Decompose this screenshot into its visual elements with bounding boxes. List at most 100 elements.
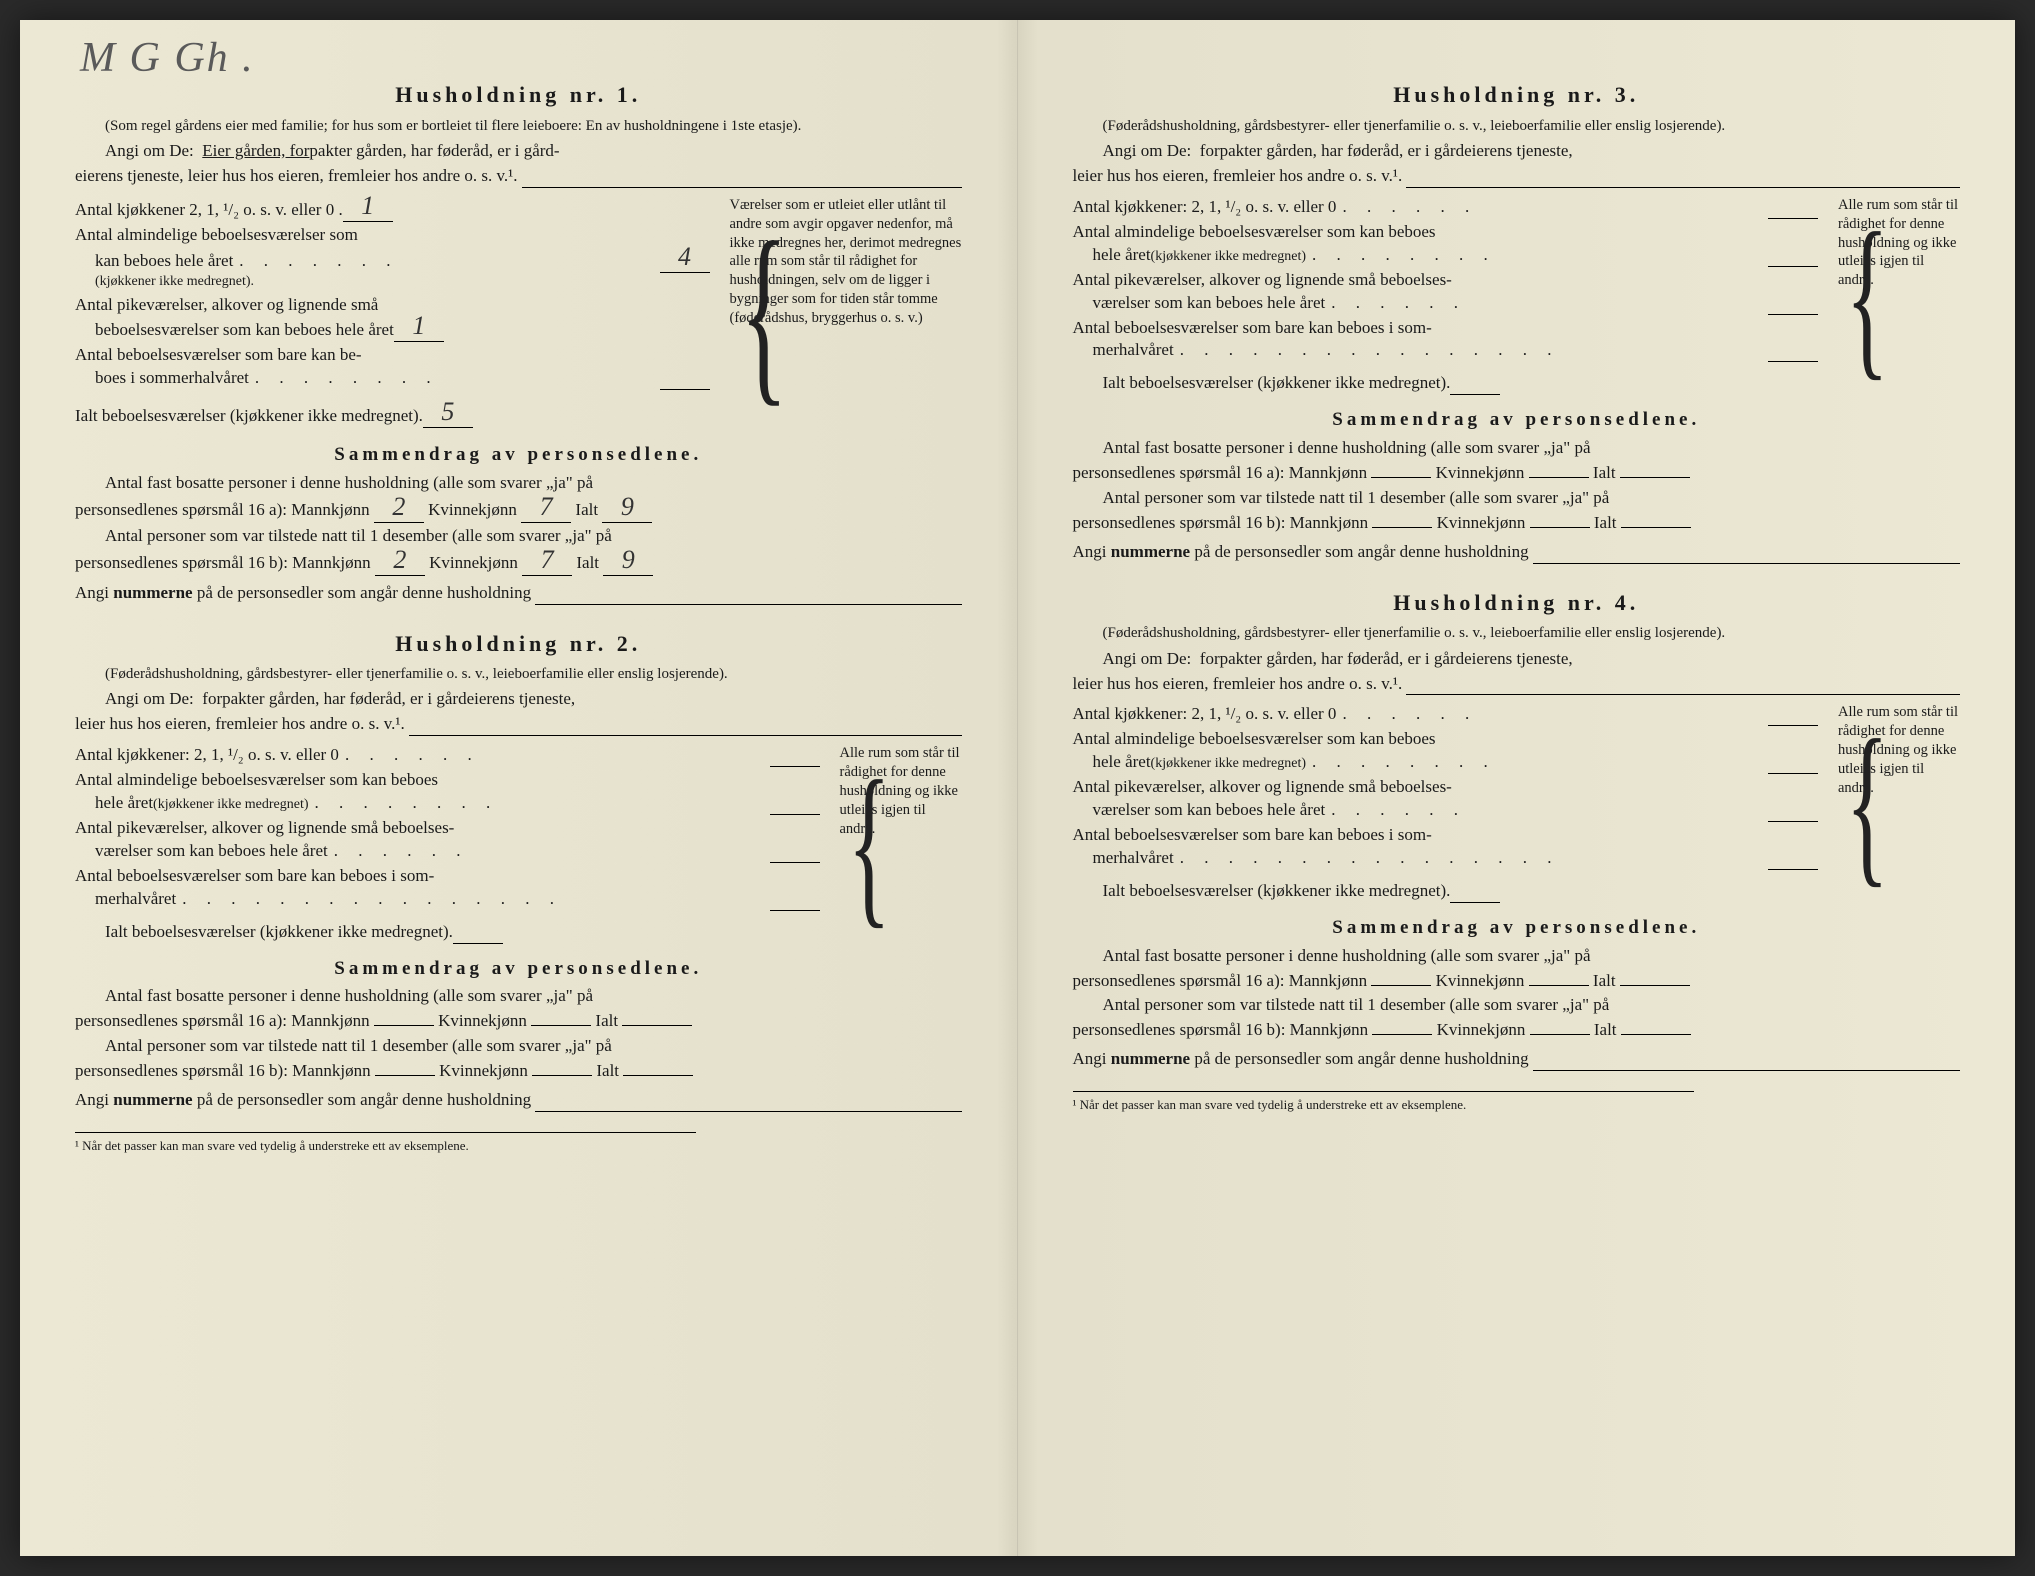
household-2-form: Antal kjøkkener: 2, 1, ¹/₂ o. s. v. elle… [75,744,962,944]
household-3-title: Husholdning nr. 3. [1073,80,1961,110]
pike-label-2d: værelser som kan beboes hele året [1093,799,1326,822]
household-1-angi-cont: eierens tjeneste, leier hus hos eieren, … [75,165,962,188]
kjokken-value-2 [770,766,820,767]
alm-value-2 [770,814,820,815]
alm-label-1d: Antal almindelige beboelsesværelser som … [1073,728,1819,751]
brace-icon [1824,703,1838,903]
s1-text: Antal fast bosatte personer i denne hush… [75,472,962,495]
alm-label-1: Antal almindelige beboelsesværelser som [75,224,710,247]
nummer-row-3: Angi nummerne på de personsedler som ang… [1073,541,1961,564]
s2-text: Antal personer som var tilstede natt til… [75,525,962,548]
alm-label-2c: hele året [1093,244,1151,267]
alm-label-1b: Antal almindelige beboelsesværelser som … [75,769,820,792]
ialt-label-3: Ialt beboelsesværelser (kjøkkener ikke m… [1103,372,1451,395]
household-4-subtitle: (Føderådshusholdning, gårdsbestyrer- ell… [1073,623,1961,643]
alm-value-3 [1768,266,1818,267]
household-4-form: Antal kjøkkener: 2, 1, ¹/₂ o. s. v. elle… [1073,703,1961,903]
nummer-row-2: Angi nummerne på de personsedler som ang… [75,1089,962,1112]
s2-text-2: Antal personer som var tilstede natt til… [75,1035,962,1058]
household-3-subtitle: (Føderådshusholdning, gårdsbestyrer- ell… [1073,116,1961,136]
sommer-value-4 [1768,869,1818,870]
ialt-value-4 [1450,902,1500,903]
sammendrag-3-title: Sammendrag av personsedlene. [1073,407,1961,433]
alm-note: (kjøkkener ikke medregnet). [75,273,710,292]
alm-label-2b: hele året [95,792,153,815]
pike-label-1b: Antal pikeværelser, alkover og lignende … [75,817,820,840]
household-2-angi: Angi om De: forpakter gården, har føderå… [75,688,962,711]
sammendrag-4-title: Sammendrag av personsedlene. [1073,915,1961,941]
s2-cont-3: personsedlenes spørsmål 16 b): Mannkjønn… [1073,512,1961,535]
sommer-label-1d: Antal beboelsesværelser som bare kan beb… [1073,824,1819,847]
side-note-2: Alle rum som står til rådighet for denne… [832,744,962,944]
alm-value-4 [1768,773,1818,774]
alm-label-2d: hele året [1093,751,1151,774]
sommer-label-2b: merhalvåret [95,888,176,911]
kjokken-label: Antal kjøkkener 2, 1, ¹/₂ o. s. v. eller… [75,199,343,222]
pike-value-3 [1768,314,1818,315]
s2-text-3: Antal personer som var tilstede natt til… [1073,487,1961,510]
household-2-angi-cont: leier hus hos eieren, fremleier hos andr… [75,713,962,736]
sommer-value-3 [1768,361,1818,362]
household-4-angi-cont: leier hus hos eieren, fremleier hos andr… [1073,673,1961,696]
kjokken-value-3 [1768,218,1818,219]
left-page: M G Gh . Husholdning nr. 1. (Som regel g… [20,20,1018,1556]
pike-label-1: Antal pikeværelser, alkover og lignende … [75,294,710,317]
pike-label-2: beboelsesværelser som kan beboes hele år… [95,319,394,342]
brace-icon [716,196,730,430]
kjokken-label-4: Antal kjøkkener: 2, 1, ¹/₂ o. s. v. elle… [1073,703,1337,726]
ialt-value: 5 [441,402,454,423]
nummer-row: Angi nummerne på de personsedler som ang… [75,582,962,605]
brace-icon [826,744,840,944]
ialt-value-3 [1450,394,1500,395]
s2-cont: personsedlenes spørsmål 16 b): Mannkjønn… [75,550,962,576]
nummer-row-4: Angi nummerne på de personsedler som ang… [1073,1048,1961,1071]
s1-cont-3: personsedlenes spørsmål 16 a): Mannkjønn… [1073,462,1961,485]
s1-cont: personsedlenes spørsmål 16 a): Mannkjønn… [75,497,962,523]
household-2-subtitle: (Føderådshusholdning, gårdsbestyrer- ell… [75,664,962,684]
pike-label-1c: Antal pikeværelser, alkover og lignende … [1073,269,1819,292]
sommer-label-1c: Antal beboelsesværelser som bare kan beb… [1073,317,1819,340]
s2-cont-2: personsedlenes spørsmål 16 b): Mannkjønn… [75,1060,962,1083]
side-note-1: Værelser som er utleiet eller utlånt til… [722,196,962,430]
pike-value-2 [770,862,820,863]
kjokken-label-2: Antal kjøkkener: 2, 1, ¹/₂ o. s. v. elle… [75,744,339,767]
sammendrag-2-title: Sammendrag av personsedlene. [75,956,962,982]
sammendrag-1-title: Sammendrag av personsedlene. [75,442,962,468]
handwriting-margin: M G Gh . [80,30,255,87]
kjokken-value-4 [1768,725,1818,726]
s1-text-2: Antal fast bosatte personer i denne hush… [75,985,962,1008]
household-4-title: Husholdning nr. 4. [1073,588,1961,618]
pike-value: 1 [412,316,425,337]
sommer-label-2: boes i sommerhalvåret [95,367,249,390]
s2-text-4: Antal personer som var tilstede natt til… [1073,994,1961,1017]
ialt-label: Ialt beboelsesværelser (kjøkkener ikke m… [75,405,423,428]
household-3-form: Antal kjøkkener: 2, 1, ¹/₂ o. s. v. elle… [1073,196,1961,396]
household-3-angi-cont: leier hus hos eieren, fremleier hos andr… [1073,165,1961,188]
household-1-angi: Angi om De: Eier gården, forpakter gårde… [75,140,962,163]
pike-label-2c: værelser som kan beboes hele året [1093,292,1326,315]
sommer-label-1: Antal beboelsesværelser som bare kan be- [75,344,710,367]
household-1-subtitle: (Som regel gårdens eier med familie; for… [75,116,962,136]
s1-cont-2: personsedlenes spørsmål 16 a): Mannkjønn… [75,1010,962,1033]
sommer-value-2 [770,910,820,911]
pike-value-4 [1768,821,1818,822]
sommer-label-2d: merhalvåret [1093,847,1174,870]
pike-label-1d: Antal pikeværelser, alkover og lignende … [1073,776,1819,799]
ialt-label-2: Ialt beboelsesværelser (kjøkkener ikke m… [105,921,453,944]
ialt-label-4: Ialt beboelsesværelser (kjøkkener ikke m… [1103,880,1451,903]
kjokken-value: 1 [361,196,374,217]
sommer-value [660,389,710,390]
alm-value: 4 [678,247,691,268]
document-spread: M G Gh . Husholdning nr. 1. (Som regel g… [20,20,2015,1556]
brace-icon [1824,196,1838,396]
household-1-form: Antal kjøkkener 2, 1, ¹/₂ o. s. v. eller… [75,196,962,430]
s2-cont-4: personsedlenes spørsmål 16 b): Mannkjønn… [1073,1019,1961,1042]
household-3-angi: Angi om De: forpakter gården, har føderå… [1073,140,1961,163]
s1-cont-4: personsedlenes spørsmål 16 a): Mannkjønn… [1073,970,1961,993]
s1-text-3: Antal fast bosatte personer i denne hush… [1073,437,1961,460]
footnote-right: ¹ Når det passer kan man svare ved tydel… [1073,1091,1694,1114]
sommer-label-2c: merhalvåret [1093,339,1174,362]
household-4-angi: Angi om De: forpakter gården, har føderå… [1073,648,1961,671]
alm-label-1c: Antal almindelige beboelsesværelser som … [1073,221,1819,244]
right-page: Husholdning nr. 3. (Føderådshusholdning,… [1018,20,2016,1556]
